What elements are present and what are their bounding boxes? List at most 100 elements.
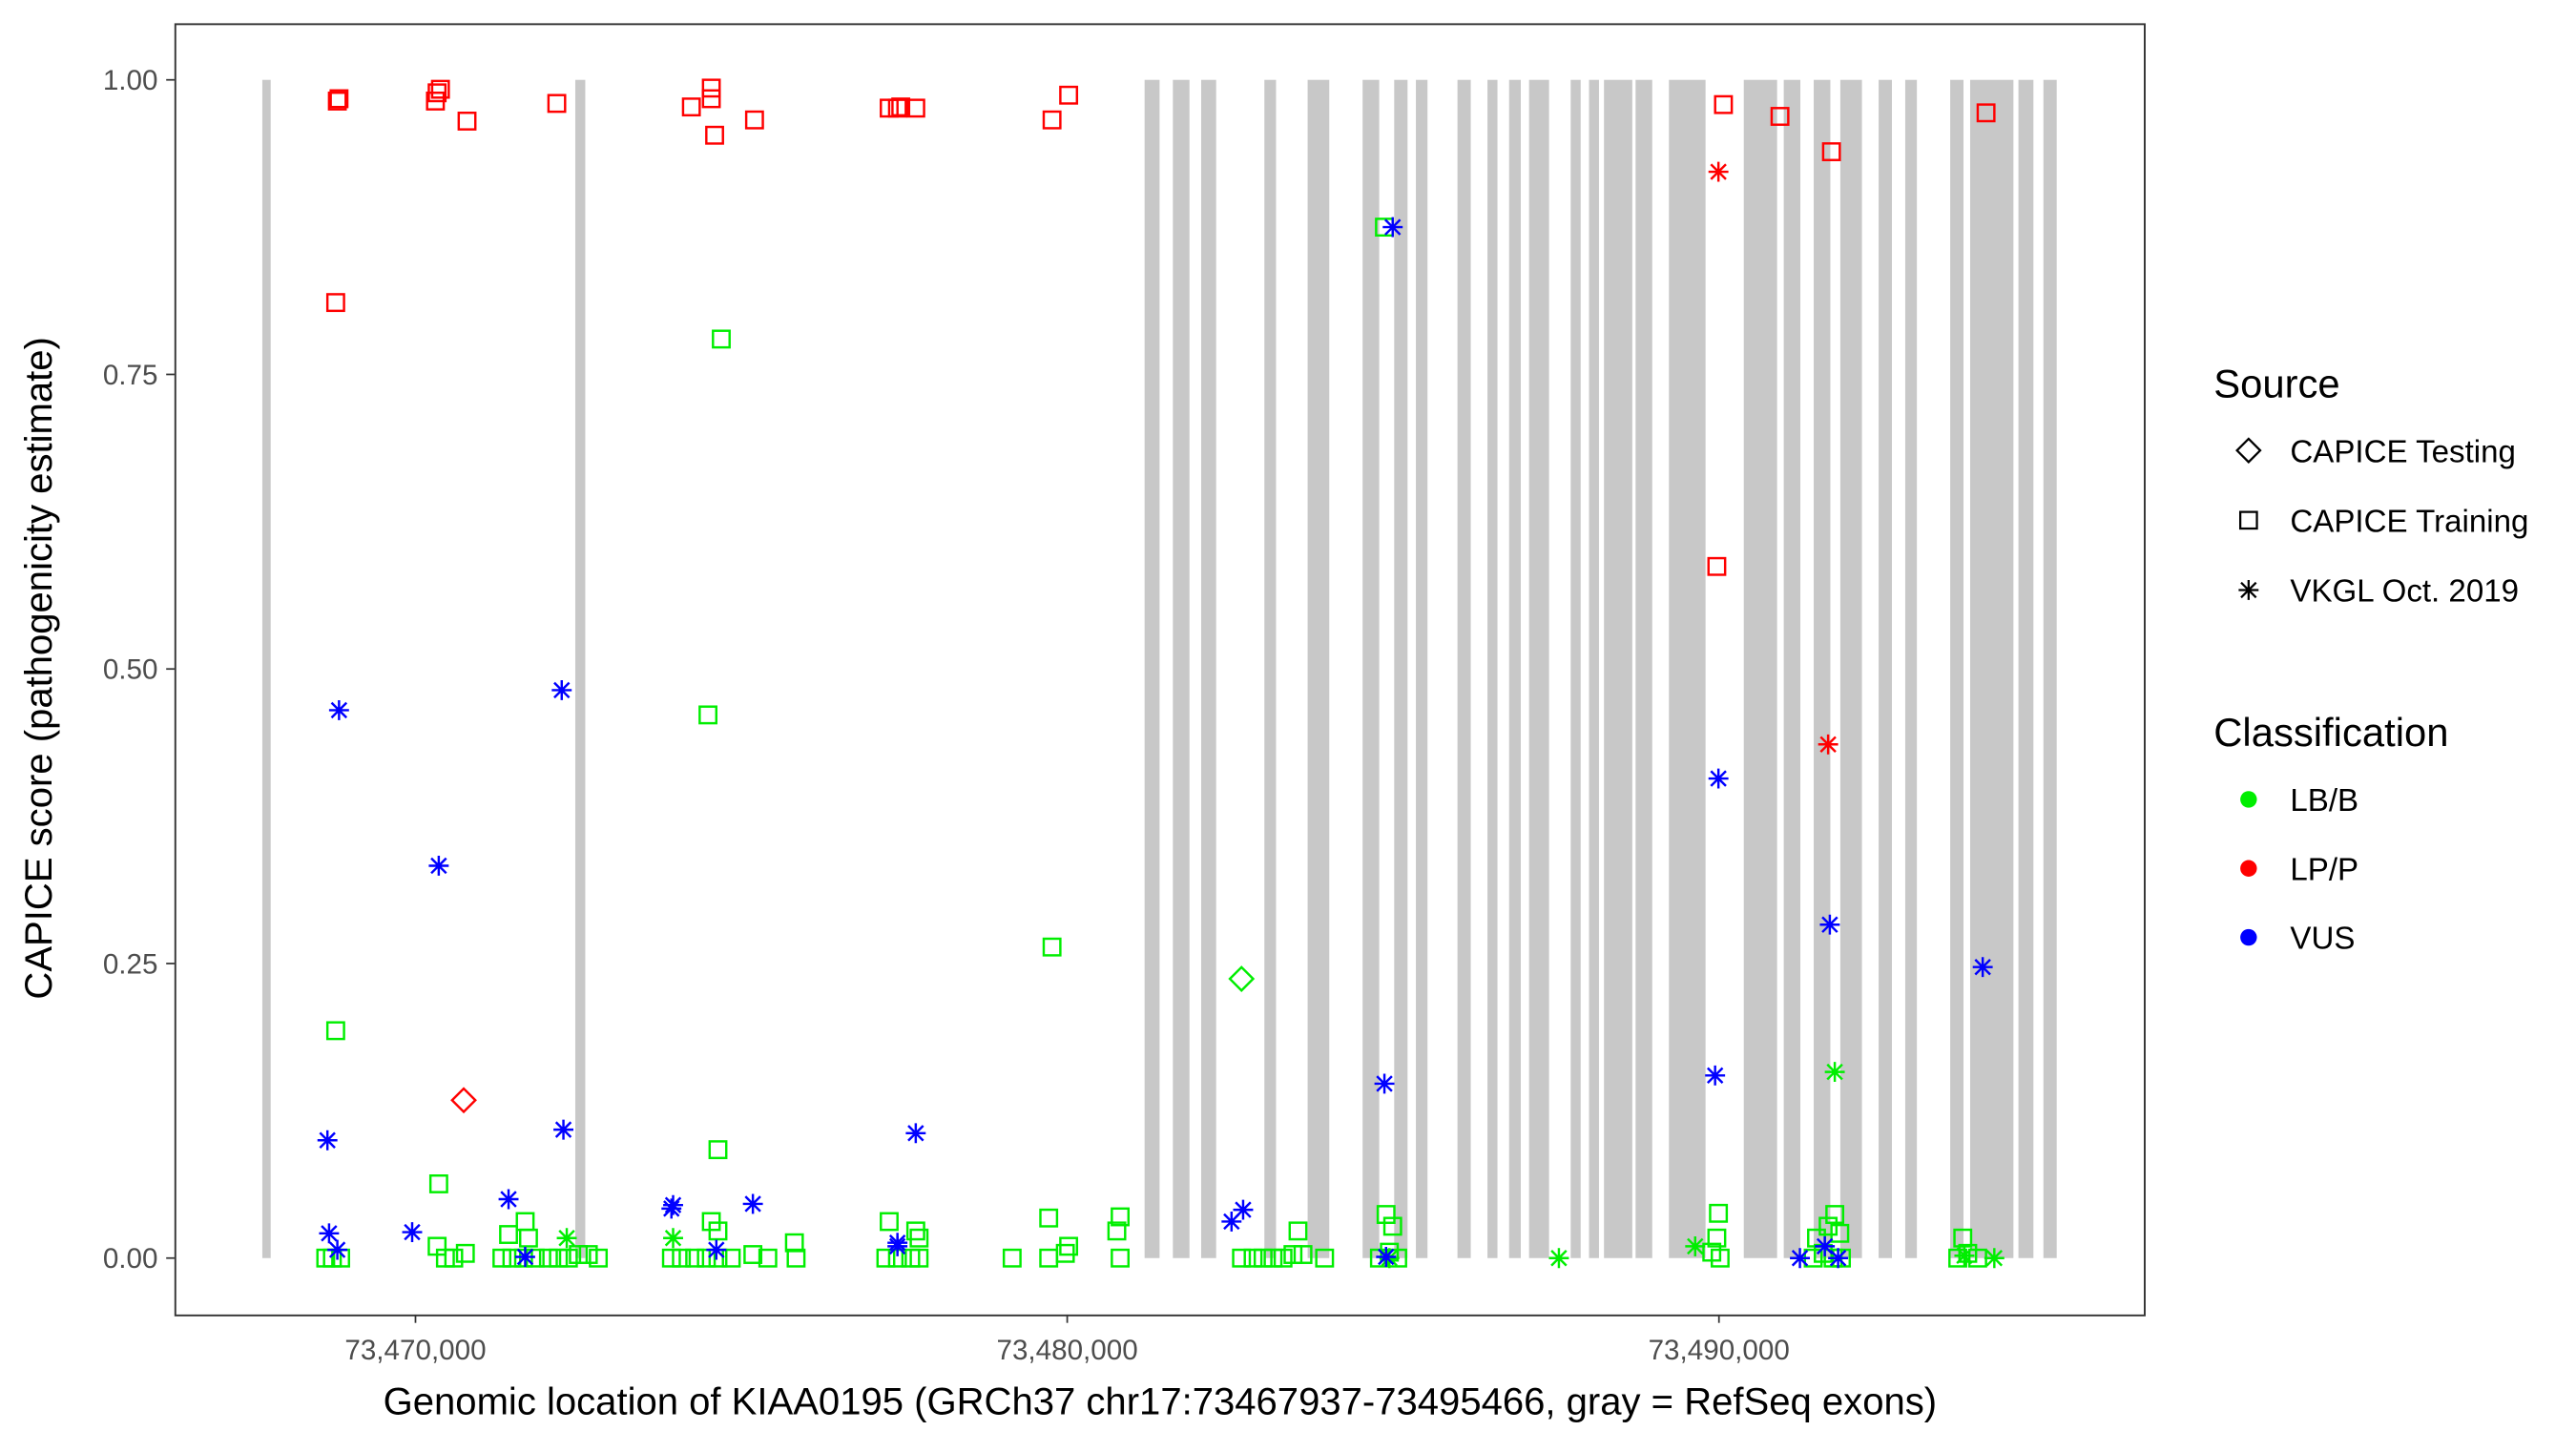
data-point-training [905,98,925,118]
asterisk-marker [1815,1235,1836,1256]
exon-bar [1362,79,1380,1258]
data-point-vkgl [556,1228,577,1249]
data-point-training [1283,1245,1303,1264]
square-marker [1055,1243,1075,1263]
data-point-vkgl [1379,1248,1400,1269]
square-marker [708,1140,728,1160]
data-point-training [1059,85,1079,105]
asterisk-marker [663,1194,683,1215]
data-point-training [758,1248,778,1268]
square-marker [786,1248,806,1268]
data-point-training [569,1245,589,1264]
asterisk-marker [1548,1248,1569,1269]
data-point-training [1263,1248,1283,1268]
data-point-vkgl [1221,1212,1242,1232]
data-points [316,78,2005,1269]
exon-bar [1814,79,1831,1258]
data-point-training [1376,1205,1396,1224]
square-marker [1770,107,1790,126]
asterisk-marker [1685,1235,1706,1256]
data-point-training [1714,94,1734,114]
square-marker [744,110,764,130]
square-marker [329,89,349,109]
data-point-training [1002,1248,1022,1268]
square-marker [538,1248,558,1268]
legend-dot-vus [2240,928,2257,946]
data-point-vkgl [498,1189,519,1210]
data-point-training [325,293,345,313]
asterisk-marker [515,1247,535,1267]
data-point-training [1253,1248,1273,1268]
square-marker [499,1225,518,1244]
legend-label-lb-b: LB/B [2290,783,2358,819]
square-marker [455,1243,475,1263]
square-marker [1382,1216,1402,1236]
square-marker [758,1248,778,1268]
data-point-training [578,1245,598,1264]
exon-bar [1950,79,1964,1258]
data-point-training [708,1140,728,1160]
asterisk-marker [887,1235,908,1256]
legend-key-vkgl [2238,580,2259,600]
y-tick-label: 0.25 [103,948,158,980]
square-marker [1107,1221,1127,1241]
legend-source-title: Source [2213,361,2339,405]
square-marker [325,1021,345,1041]
square-marker [1376,1205,1396,1224]
asterisk-marker [1819,914,1840,935]
data-point-training [696,1248,717,1268]
asterisk-marker [1824,1062,1845,1083]
data-point-training [698,705,717,725]
square-marker [698,705,717,725]
data-point-training [1039,1208,1059,1228]
data-point-vkgl [551,680,572,700]
data-point-training [1039,1248,1059,1268]
data-point-vkgl [1815,1235,1836,1256]
y-tick-label: 0.00 [103,1243,158,1275]
data-point-vkgl [1818,734,1839,755]
data-point-vkgl [1708,768,1729,789]
asterisk-marker [1984,1248,2005,1269]
square-marker [1243,1248,1263,1268]
square-marker [1293,1245,1313,1264]
square-marker [519,1228,538,1248]
data-point-training [1709,1203,1729,1223]
asterisk-marker [1374,1073,1395,1094]
data-point-training [558,1248,578,1268]
data-point-vkgl [327,1239,348,1260]
legend-dot-lb-b [2240,791,2257,808]
exon-bar [1570,79,1581,1258]
data-point-training [426,92,446,111]
exon-bar [1416,79,1428,1258]
square-marker [589,1248,609,1268]
asterisk-marker [742,1193,763,1214]
data-point-training [455,1243,475,1263]
data-point-training [1707,1228,1727,1248]
data-point-training [515,1212,535,1232]
data-point-training [743,1245,763,1264]
square-marker [685,1248,705,1268]
exon-bar [1839,79,1862,1258]
data-point-training [1111,1207,1130,1227]
data-point-vkgl [515,1247,535,1267]
exon-bar [1457,79,1471,1258]
data-point-training [1293,1245,1313,1264]
square-marker [457,112,477,131]
y-tick-label: 1.00 [103,65,158,96]
data-point-vkgl [887,1235,908,1256]
x-tick-label: 73,490,000 [1649,1335,1790,1366]
data-point-training [499,1225,518,1244]
diamond-marker [1228,965,1256,992]
square-marker [712,329,731,349]
exon-bar [1200,79,1216,1258]
data-point-training [887,98,907,118]
square-marker [1315,1248,1335,1268]
square-marker [1232,1248,1252,1268]
square-marker [428,1174,448,1193]
data-point-training [1770,107,1790,126]
asterisk-marker [1954,1245,1975,1266]
square-marker [549,1248,569,1268]
square-marker [708,1221,728,1241]
data-point-training [701,78,721,98]
